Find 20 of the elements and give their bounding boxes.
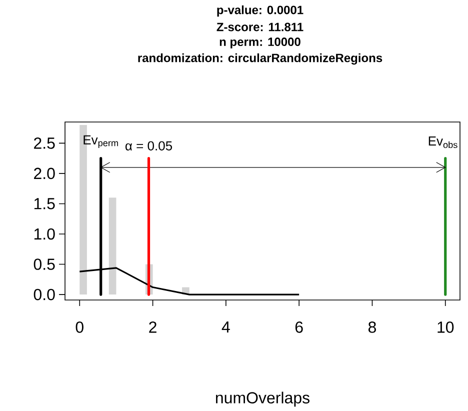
ref-line-label: Ev$_{obs}$ — [428, 136, 458, 148]
chart-subtitle: Z-score: 11.811 — [216, 22, 304, 32]
y-tick-label: 1.5 — [34, 198, 55, 210]
text: n perm: 10000 — [220, 38, 300, 48]
x-tick-label: 0 — [76, 322, 84, 333]
x-axis-title: numOverlaps — [216, 392, 310, 407]
y-tick-label: 0.0 — [34, 288, 55, 300]
y-tick-label: 1.0 — [34, 228, 55, 240]
x-tick-label: 2 — [149, 322, 156, 333]
ref-line-label: Ev$_{perm}$ — [84, 135, 118, 148]
x-tick-label: 4 — [222, 322, 230, 333]
y-tick-label: 2.5 — [34, 138, 55, 149]
chart-title: p-value: 0.0001 — [217, 5, 304, 17]
x-tick-label: 6 — [295, 322, 303, 333]
text: randomization: circularRandomizeRegions — [138, 53, 382, 65]
x-tick-label: 8 — [368, 322, 376, 333]
annotation: α = 0.05 — [125, 141, 172, 150]
y-tick-label: 0.5 — [34, 258, 55, 270]
x-tick-label: 10 — [438, 322, 454, 333]
y-tick-label: 2.0 — [34, 168, 55, 180]
